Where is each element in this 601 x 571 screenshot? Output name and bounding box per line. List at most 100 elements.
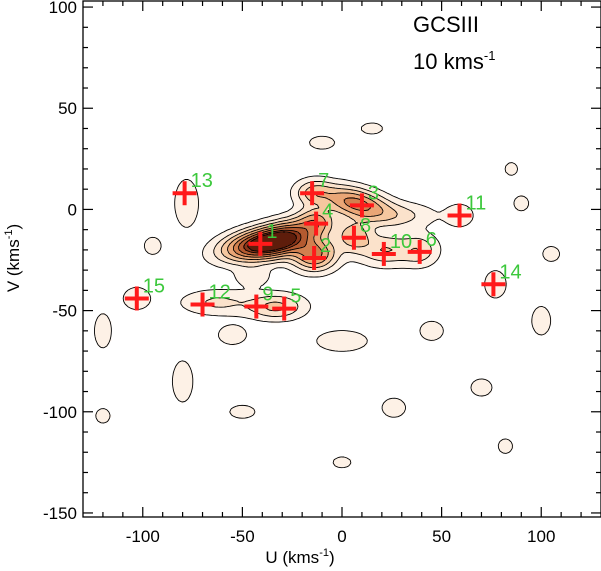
density-cell: [415, 265, 418, 268]
density-cell: [467, 209, 470, 212]
density-cell: [519, 203, 522, 206]
density-cell: [371, 255, 374, 258]
density-cell: [335, 181, 338, 184]
density-cell: [221, 257, 224, 260]
density-cell: [415, 233, 418, 236]
density-cell: [285, 241, 288, 244]
density-cell: [257, 229, 260, 232]
density-cell: [369, 245, 372, 248]
density-cell: [251, 265, 254, 268]
density-cell: [151, 249, 154, 252]
density-cell: [341, 185, 344, 188]
density-cell: [305, 203, 308, 206]
density-cell: [315, 177, 318, 180]
density-cell: [327, 241, 330, 244]
density-cell: [377, 193, 380, 196]
density-cell: [433, 251, 436, 254]
density-cell: [307, 211, 310, 214]
density-cell: [237, 251, 240, 254]
density-cell: [315, 261, 318, 264]
density-cell: [233, 291, 236, 294]
density-cell: [373, 241, 376, 244]
density-cell: [325, 205, 328, 208]
density-cell: [387, 255, 390, 258]
density-cell: [555, 253, 558, 256]
density-cell: [245, 223, 248, 226]
density-cell: [151, 239, 154, 242]
density-cell: [287, 237, 290, 240]
density-cell: [319, 179, 322, 182]
density-cell: [277, 255, 280, 258]
density-cell: [321, 217, 324, 220]
density-cell: [259, 281, 262, 284]
density-cell: [205, 245, 208, 248]
density-cell: [237, 241, 240, 244]
density-cell: [209, 259, 212, 262]
density-cell: [251, 283, 254, 286]
density-cell: [417, 217, 420, 220]
density-cell: [421, 235, 424, 238]
density-cell: [291, 293, 294, 296]
density-cell: [289, 243, 292, 246]
density-cell: [243, 235, 246, 238]
density-cell: [463, 219, 466, 222]
density-cell: [447, 219, 450, 222]
density-cell: [317, 241, 320, 244]
density-cell: [375, 203, 378, 206]
density-cell: [421, 257, 424, 260]
density-cell: [211, 295, 214, 298]
density-cell: [181, 217, 184, 220]
density-cell: [389, 209, 392, 212]
density-cell: [241, 257, 244, 260]
density-cell: [427, 235, 430, 238]
density-cell: [261, 271, 264, 274]
density-cell: [261, 291, 264, 294]
density-cell: [323, 267, 326, 270]
density-cell: [433, 243, 436, 246]
density-cell: [453, 219, 456, 222]
density-cell: [375, 233, 378, 236]
density-cell: [425, 215, 428, 218]
density-cell: [177, 205, 180, 208]
density-cell: [225, 295, 228, 298]
density-cell: [305, 219, 308, 222]
density-cell: [367, 217, 370, 220]
density-cell: [383, 235, 386, 238]
density-cell: [337, 191, 340, 194]
density-cell: [297, 245, 300, 248]
density-cell: [373, 129, 376, 132]
density-cell: [327, 137, 330, 140]
density-cell: [321, 187, 324, 190]
density-cell: [299, 231, 302, 234]
density-cell: [395, 205, 398, 208]
density-cell: [245, 239, 248, 242]
density-cell: [407, 237, 410, 240]
density-cell: [343, 211, 346, 214]
density-cell: [215, 251, 218, 254]
density-cell: [375, 249, 378, 252]
density-cell: [273, 225, 276, 228]
density-cell: [315, 143, 318, 146]
density-cell: [355, 199, 358, 202]
density-cell: [307, 263, 310, 266]
density-cell: [321, 247, 324, 250]
density-cell: [307, 237, 310, 240]
density-cell: [407, 227, 410, 230]
density-cell: [263, 273, 266, 276]
density-cell: [497, 279, 500, 282]
density-cell: [365, 259, 368, 262]
density-cell: [243, 289, 246, 292]
density-cell: [149, 247, 152, 250]
density-cell: [355, 219, 358, 222]
density-cell: [259, 223, 262, 226]
density-cell: [373, 197, 376, 200]
density-cell: [405, 243, 408, 246]
density-cell: [277, 215, 280, 218]
density-cell: [371, 131, 374, 134]
density-cell: [411, 231, 414, 234]
density-cell: [431, 247, 434, 250]
density-cell: [377, 231, 380, 234]
density-cell: [345, 225, 348, 228]
density-cell: [329, 227, 332, 230]
density-cell: [317, 243, 320, 246]
